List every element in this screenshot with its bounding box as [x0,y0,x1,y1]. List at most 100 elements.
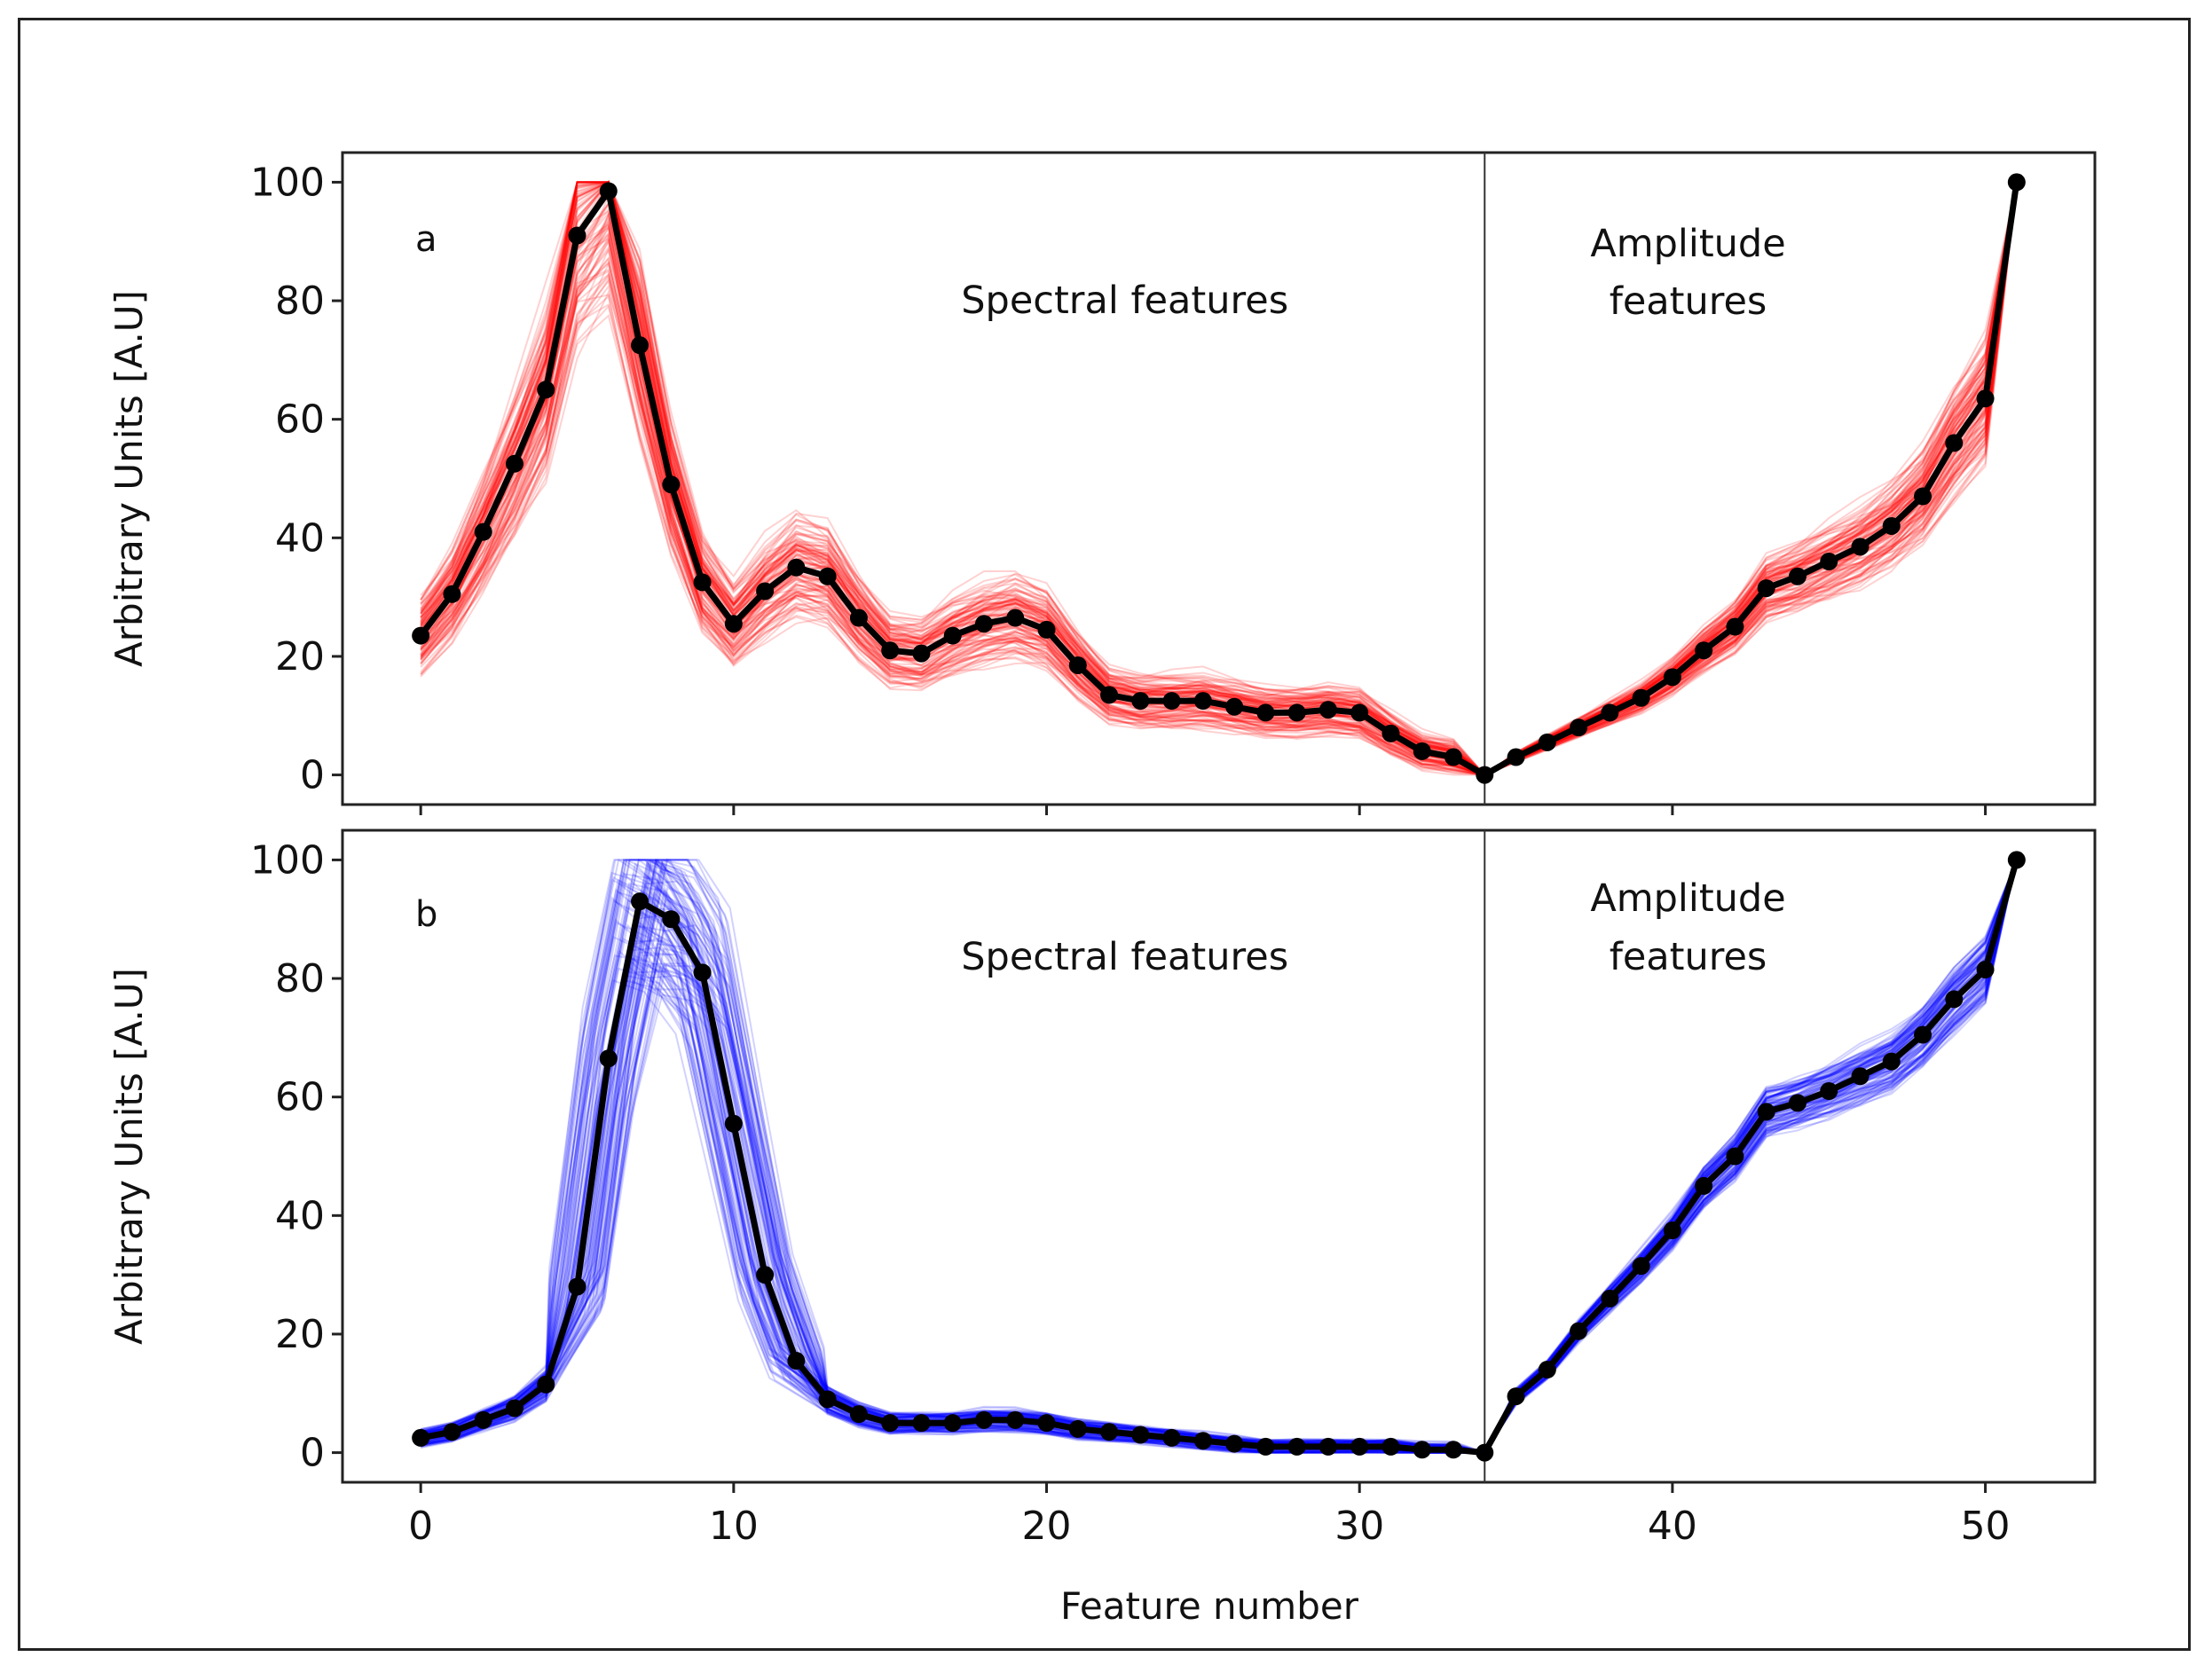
trace-line [420,181,2018,776]
mean-point [1037,1414,1056,1433]
mean-point [912,644,931,663]
mean-point [1068,1419,1087,1438]
trace-line [421,860,2018,1454]
trace-line [420,181,2018,776]
trace-line [421,858,2018,1454]
mean-point [1068,656,1087,674]
trace-line [420,181,2018,776]
trace-line [420,182,2018,776]
trace-line [420,181,2018,776]
trace-line [420,181,2018,776]
mean-point [724,1114,743,1133]
mean-point [1413,1441,1431,1459]
trace-line [421,860,2018,1454]
mean-point [1663,1221,1681,1240]
mean-point [1476,766,1494,784]
y-tick-label: 0 [300,1431,325,1476]
mean-point [1444,1441,1463,1459]
trace-line [421,860,2018,1454]
mean-point [1193,692,1212,711]
mean-point [1851,538,1870,556]
trace-line [420,182,2018,776]
mean-point [505,454,523,473]
trace-line [420,182,2018,776]
trace-line [420,180,2018,776]
trace-line [420,181,2018,776]
trace-line [420,180,2018,776]
mean-point [974,1410,993,1429]
mean-point [1757,1103,1775,1121]
panel-letter: b [415,894,437,935]
amplitude-features-label-2: features [1610,279,1767,324]
trace-line [421,858,2018,1454]
trace-line [420,182,2018,776]
trace-line [420,182,2018,776]
mean-point [756,1266,775,1284]
trace-line [420,181,2018,776]
mean-point [568,1277,586,1296]
trace-line [420,859,2018,1454]
mean-point [1757,579,1775,598]
trace-line [420,859,2018,1454]
trace-line [421,858,2018,1454]
trace-line [420,181,2018,776]
trace-line [421,860,2018,1454]
y-tick-label: 20 [275,1312,325,1357]
mean-point [1225,1434,1244,1453]
trace-line [421,860,2018,1454]
y-tick-label: 0 [300,753,325,798]
trace-line [420,181,2018,776]
trace-line [420,181,2018,776]
trace-line [420,181,2018,776]
trace-line [420,180,2018,776]
mean-point [1256,1437,1275,1456]
trace-line [420,182,2018,776]
mean-point [1162,1428,1181,1447]
trace-line [420,182,2018,776]
trace-line [420,182,2018,776]
trace-line [420,860,2018,1454]
trace-line [421,858,2018,1454]
mean-point [599,182,618,200]
mean-point [568,226,586,245]
trace-line [420,860,2018,1454]
trace-line [421,858,2018,1454]
trace-line [420,859,2018,1454]
trace-line [421,859,2018,1454]
mean-point [1131,692,1150,711]
trace-line [421,858,2018,1454]
mean-point [849,1405,868,1424]
trace-line [420,860,2018,1454]
trace-line [420,182,2018,776]
mean-point [474,522,492,541]
trace-line [420,182,2018,776]
trace-line [420,858,2018,1454]
x-tick-label: 10 [709,1504,759,1549]
y-tick-label: 40 [275,515,325,561]
mean-line [420,859,2020,1457]
mean-point [537,1375,555,1394]
mean-point [756,582,775,601]
mean-point [1914,487,1933,506]
trace-line [420,182,2018,776]
trace-line [420,182,2018,776]
trace-line [420,181,2018,776]
trace-line [420,860,2018,1454]
mean-point [849,609,868,627]
trace-line [420,181,2018,776]
trace-line [420,860,2018,1454]
mean-point [1538,1361,1556,1379]
x-tick-label: 50 [1961,1504,2011,1549]
trace-line [420,859,2018,1454]
trace-line [420,182,2018,776]
mean-point [1820,1082,1838,1100]
mean-point [1100,1423,1119,1441]
trace-line [420,180,2018,776]
trace-line [420,860,2018,1454]
trace-line [420,860,2018,1454]
trace-line [420,182,2018,776]
trace-line [420,859,2018,1454]
mean-point [943,1414,962,1433]
mean-point [1601,1289,1619,1308]
